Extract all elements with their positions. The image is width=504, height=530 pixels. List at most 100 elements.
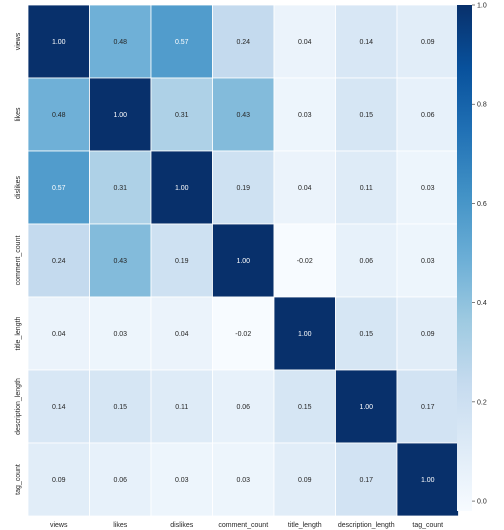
heatmap-cell-value: 1.00 xyxy=(236,258,250,265)
y-tick-label: title_length xyxy=(15,316,22,350)
heatmap-cell-value: 1.00 xyxy=(421,477,435,484)
heatmap-cell-value: -0.02 xyxy=(297,258,313,265)
colorbar-gradient xyxy=(457,5,472,511)
heatmap-cell-value: 0.04 xyxy=(52,331,66,338)
y-tick-label: likes xyxy=(15,107,22,122)
x-tick-label: tag_count xyxy=(412,522,443,529)
heatmap-cell-value: 0.15 xyxy=(359,112,373,119)
heatmap-cell xyxy=(212,4,275,79)
heatmap-cell-value: 1.00 xyxy=(52,39,66,46)
heatmap-cell xyxy=(27,369,90,444)
heatmap-cell-value: 1.00 xyxy=(175,185,189,192)
y-tick-label: comment_count xyxy=(15,236,22,286)
heatmap-cell xyxy=(27,223,90,298)
heatmap-cell-value: 0.03 xyxy=(175,477,189,484)
heatmap-cell xyxy=(396,77,459,152)
colorbar-tick-label: 0.8 xyxy=(477,102,487,109)
heatmap-cell xyxy=(150,369,213,444)
colorbar: 0.0 0.2 0.4 0.6 0.8 1.0 xyxy=(457,3,487,511)
colorbar-tick-labels: 0.0 0.2 0.4 0.6 0.8 1.0 xyxy=(472,3,487,506)
heatmap-cell-value: 0.19 xyxy=(236,185,250,192)
heatmap-cell-value: 0.09 xyxy=(421,39,435,46)
heatmap-cell-value: 0.09 xyxy=(298,477,312,484)
heatmap-cell-value: 0.15 xyxy=(298,404,312,411)
y-tick-label: dislikes xyxy=(15,176,22,199)
heatmap-cell-value: 0.11 xyxy=(175,404,188,411)
heatmap-cell-value: 0.04 xyxy=(175,331,189,338)
heatmap-cell-value: 0.17 xyxy=(421,404,435,411)
x-axis-tick-labels: views likes dislikes comment_count title_len… xyxy=(50,522,443,529)
heatmap-cell xyxy=(396,442,459,517)
heatmap-cell-value: 0.03 xyxy=(236,477,250,484)
heatmap-cell xyxy=(89,150,152,225)
heatmap-cell-value: 0.24 xyxy=(52,258,66,265)
heatmap-cell-value: 0.06 xyxy=(236,404,250,411)
heatmap-cell xyxy=(212,369,275,444)
heatmap-cell xyxy=(150,4,213,79)
heatmap-cell xyxy=(273,442,336,517)
heatmap-cell xyxy=(27,296,90,371)
heatmap-cell-value: 0.15 xyxy=(113,404,127,411)
x-tick-label: dislikes xyxy=(170,522,193,529)
heatmap-cell xyxy=(150,442,213,517)
x-tick-label: views xyxy=(50,522,68,529)
heatmap-cell xyxy=(396,369,459,444)
heatmap-cell-value: 0.09 xyxy=(421,331,435,338)
heatmap-cell xyxy=(335,442,398,517)
heatmap-cell-value: 0.03 xyxy=(113,331,127,338)
heatmap-cell xyxy=(335,223,398,298)
heatmap-cell-value: 0.09 xyxy=(52,477,66,484)
colorbar-tick-label: 0.0 xyxy=(477,499,487,506)
heatmap-cell xyxy=(89,369,152,444)
colorbar-tick-label: 0.2 xyxy=(477,399,487,406)
heatmap-cell xyxy=(273,150,336,225)
heatmap-cell xyxy=(273,4,336,79)
heatmap-cell-value: 0.03 xyxy=(298,112,312,119)
heatmap-cell xyxy=(273,77,336,152)
heatmap-cell-value: 0.43 xyxy=(236,112,250,119)
heatmap-cell xyxy=(89,4,152,79)
heatmap-cell xyxy=(212,442,275,517)
heatmap-cell-value: 0.48 xyxy=(52,112,66,119)
heatmap-cell-value: 0.31 xyxy=(175,112,189,119)
heatmap-cell-value: 0.57 xyxy=(175,39,189,46)
heatmap-cell-value: 0.04 xyxy=(298,185,312,192)
heatmap-cell-value: 0.14 xyxy=(359,39,373,46)
heatmap-cell xyxy=(273,369,336,444)
heatmap-cell xyxy=(396,150,459,225)
heatmap-cell-value: 1.00 xyxy=(359,404,373,411)
heatmap-cell-value: 0.06 xyxy=(113,477,127,484)
heatmap-cell xyxy=(212,150,275,225)
heatmap-cell xyxy=(27,77,90,152)
y-axis-tick-labels: views likes dislikes comment_count title_len… xyxy=(15,32,22,495)
heatmap-cell-value: 1.00 xyxy=(113,112,127,119)
x-tick-label: comment_count xyxy=(218,522,268,529)
heatmap-cell xyxy=(335,77,398,152)
heatmap-cell-labels: 1.00 0.48 0.57 0.24 0.04 0.14 0.09 0.48 1.00 0.31… xyxy=(52,39,435,484)
heatmap-cell-value: 0.19 xyxy=(175,258,189,265)
heatmap-cell xyxy=(150,77,213,152)
heatmap-cell xyxy=(150,150,213,225)
y-tick-label: views xyxy=(15,32,22,50)
heatmap-cell-value: 0.04 xyxy=(298,39,312,46)
heatmap-cell-value: 0.03 xyxy=(421,185,435,192)
heatmap-cell xyxy=(335,4,398,79)
heatmap-cell xyxy=(396,223,459,298)
heatmap-cell-value: 0.06 xyxy=(359,258,373,265)
heatmap-cell-value: 0.24 xyxy=(236,39,250,46)
heatmap-cell-value: 0.11 xyxy=(360,185,373,192)
heatmap-cell xyxy=(27,442,90,517)
heatmap-cell-value: 0.14 xyxy=(52,404,66,411)
heatmap-cell-value: 0.31 xyxy=(113,185,127,192)
colorbar-tick-label: 0.6 xyxy=(477,201,487,208)
heatmap-cell-value: 0.57 xyxy=(52,185,66,192)
heatmap-cell-value: 1.00 xyxy=(298,331,312,338)
heatmap-cell xyxy=(150,296,213,371)
heatmap-cell-value: 0.03 xyxy=(421,258,435,265)
heatmap-cell xyxy=(335,150,398,225)
x-tick-label: likes xyxy=(113,522,128,529)
heatmap-cell-value: 0.17 xyxy=(359,477,373,484)
y-tick-label: tag_count xyxy=(15,464,22,495)
x-tick-label: title_length xyxy=(288,522,322,529)
